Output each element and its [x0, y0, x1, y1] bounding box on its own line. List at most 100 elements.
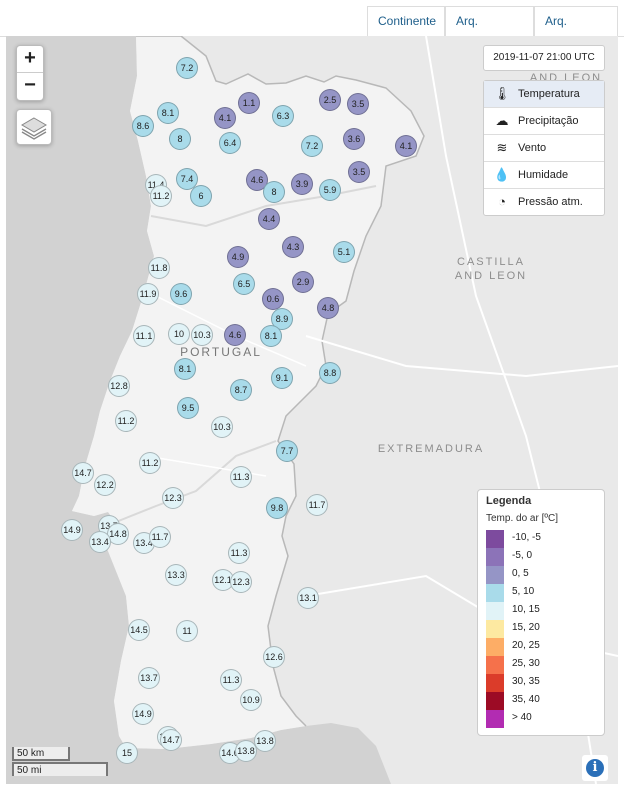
station-marker[interactable]: 13.1 [297, 587, 319, 609]
tab-continente[interactable]: Continente [367, 6, 445, 36]
station-marker[interactable]: 8.9 [271, 308, 293, 330]
station-marker[interactable]: 8.1 [157, 102, 179, 124]
legend-swatch [486, 620, 504, 638]
station-marker[interactable]: 12.3 [230, 571, 252, 593]
station-marker[interactable]: 4.4 [258, 208, 280, 230]
station-marker[interactable]: 13.4 [89, 531, 111, 553]
station-marker[interactable]: 11.2 [150, 185, 172, 207]
station-marker[interactable]: 6.5 [233, 273, 255, 295]
station-marker[interactable]: 8.1 [260, 325, 282, 347]
station-marker[interactable]: 12.2 [94, 474, 116, 496]
station-marker[interactable]: 3.5 [347, 93, 369, 115]
zoom-out-button[interactable]: − [24, 74, 36, 96]
station-marker[interactable]: 8.8 [319, 362, 341, 384]
station-marker[interactable]: 8.7 [230, 379, 252, 401]
station-marker[interactable]: 11.9 [137, 283, 159, 305]
station-marker[interactable]: 2.9 [292, 271, 314, 293]
station-marker[interactable]: 15 [116, 742, 138, 764]
legend-class: 10, 15 [486, 602, 601, 620]
legend-swatch [486, 638, 504, 656]
station-marker[interactable]: 6.3 [272, 105, 294, 127]
station-marker[interactable]: 8 [169, 128, 191, 150]
station-marker[interactable]: 4.3 [282, 236, 304, 258]
station-marker[interactable]: 11.7 [149, 526, 171, 548]
zoom-control: + − [16, 45, 44, 101]
station-marker[interactable]: 7.4 [176, 168, 198, 190]
station-marker[interactable]: 13.7 [138, 667, 160, 689]
barometer-icon: ◔ [498, 194, 506, 209]
station-marker[interactable]: 13.8 [235, 740, 257, 762]
station-marker[interactable]: 4.6 [246, 169, 268, 191]
station-marker[interactable]: 11.8 [148, 257, 170, 279]
station-marker[interactable]: 12.3 [162, 487, 184, 509]
label-portugal: PORTUGAL [180, 345, 262, 359]
variable-precipitacao[interactable]: ☁ Precipitação [484, 108, 604, 135]
legend-label: 35, 40 [512, 694, 540, 705]
station-marker[interactable]: 0.6 [262, 288, 284, 310]
station-marker[interactable]: 3.6 [343, 128, 365, 150]
station-marker[interactable]: 3.9 [291, 173, 313, 195]
station-marker[interactable]: 11.2 [139, 452, 161, 474]
station-marker[interactable]: 8.6 [132, 115, 154, 137]
station-marker[interactable]: 3.5 [348, 161, 370, 183]
station-marker[interactable]: 9.6 [170, 283, 192, 305]
station-marker[interactable]: 9.1 [271, 367, 293, 389]
station-marker[interactable]: 4.8 [317, 297, 339, 319]
station-marker[interactable]: 11.7 [306, 494, 328, 516]
station-marker[interactable]: 5.9 [319, 179, 341, 201]
station-marker[interactable]: 6.4 [219, 132, 241, 154]
tab-arq-madeira[interactable]: Arq. Madeira [445, 6, 534, 56]
station-marker[interactable]: 10.3 [211, 416, 233, 438]
station-marker[interactable]: 1.1 [238, 92, 260, 114]
station-marker[interactable]: 14.5 [128, 619, 150, 641]
station-marker[interactable]: 14.7 [72, 462, 94, 484]
info-button[interactable]: i [582, 755, 608, 781]
station-marker[interactable]: 4.1 [395, 135, 417, 157]
station-marker[interactable]: 11.2 [115, 410, 137, 432]
station-marker[interactable]: 5.1 [333, 241, 355, 263]
station-marker[interactable]: 11.3 [230, 466, 252, 488]
station-marker[interactable]: 7.7 [276, 440, 298, 462]
station-marker[interactable]: 10.3 [191, 324, 213, 346]
legend-class: 35, 40 [486, 692, 601, 710]
station-marker[interactable]: 14.7 [160, 729, 182, 751]
map-canvas[interactable]: AND LEON CASTILLA AND LEON PORTUGAL EXTR… [6, 36, 618, 784]
variable-humidade[interactable]: 💧 Humidade [484, 162, 604, 189]
station-marker[interactable]: 10 [168, 323, 190, 345]
variable-pressao[interactable]: ◔ Pressão atm. [484, 189, 604, 215]
station-marker[interactable]: 6 [190, 185, 212, 207]
layers-button[interactable] [16, 109, 52, 145]
station-marker[interactable]: 11.3 [220, 669, 242, 691]
station-marker[interactable]: 14.8 [107, 523, 129, 545]
border [136, 36, 425, 727]
legend-class: > 40 [486, 710, 601, 728]
station-marker[interactable]: 14.9 [61, 519, 83, 541]
legend-class: 25, 30 [486, 656, 601, 674]
station-marker[interactable]: 9.5 [177, 397, 199, 419]
station-marker[interactable]: 12.8 [108, 375, 130, 397]
station-marker[interactable]: 11 [176, 620, 198, 642]
station-marker[interactable]: 8.1 [174, 358, 196, 380]
zoom-in-button[interactable]: + [17, 46, 43, 73]
legend-label: 20, 25 [512, 640, 540, 651]
station-marker[interactable]: 10.9 [240, 689, 262, 711]
station-marker[interactable]: 11.1 [133, 325, 155, 347]
station-marker[interactable]: 9.8 [266, 497, 288, 519]
station-marker[interactable]: 7.2 [176, 57, 198, 79]
station-marker[interactable]: 4.6 [224, 324, 246, 346]
legend-class: 30, 35 [486, 674, 601, 692]
station-marker[interactable]: 14.9 [132, 703, 154, 725]
station-marker[interactable]: 11.3 [228, 542, 250, 564]
station-marker[interactable]: 4.9 [227, 246, 249, 268]
station-marker[interactable]: 7.2 [301, 135, 323, 157]
station-marker[interactable]: 13.8 [254, 730, 276, 752]
legend-subtitle: Temp. do ar [ºC] [486, 513, 559, 524]
station-marker[interactable]: 2.5 [319, 89, 341, 111]
variable-temperatura[interactable]: 🌡 Temperatura [484, 81, 604, 108]
tab-arq-acores[interactable]: Arq. Açores [534, 6, 618, 56]
variable-vento[interactable]: ≋ Vento [484, 135, 604, 162]
station-marker[interactable]: 12.6 [263, 646, 285, 668]
station-marker[interactable]: 13.3 [165, 564, 187, 586]
station-marker[interactable]: 8 [263, 181, 285, 203]
station-marker[interactable]: 4.1 [214, 107, 236, 129]
